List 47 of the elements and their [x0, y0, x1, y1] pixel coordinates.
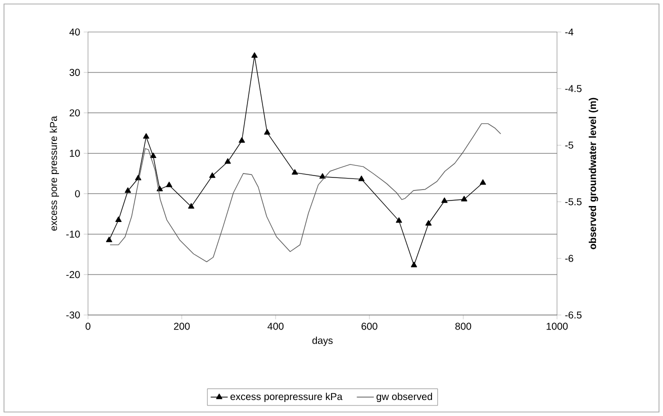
y2-tick-label: -4.5	[565, 85, 582, 92]
point	[480, 179, 486, 185]
point	[441, 197, 448, 203]
point	[461, 196, 468, 202]
point	[124, 187, 131, 193]
point	[166, 182, 172, 188]
point	[209, 172, 216, 178]
point	[150, 152, 156, 158]
y-tick-label: -30	[66, 311, 80, 319]
y2-tick-label: -6	[565, 254, 574, 262]
point	[396, 217, 402, 223]
line-series	[110, 123, 502, 262]
x-tick-label: 200	[174, 322, 190, 330]
y-tick-label: 10	[70, 150, 80, 157]
x-tick-label: 0	[86, 322, 90, 330]
point	[238, 137, 245, 143]
point	[319, 173, 326, 179]
point	[224, 158, 231, 164]
y2-tick-label: -5.5	[565, 198, 582, 206]
y2-tick-label: -6.5	[565, 311, 582, 319]
point	[106, 236, 112, 242]
legend-label: gw observed	[376, 392, 432, 402]
x-tick-label: 1000	[546, 322, 568, 330]
point	[115, 216, 122, 222]
y-tick-label: -10	[66, 230, 80, 238]
y-tick-label: -20	[66, 271, 80, 278]
y2-tick-label: -4	[565, 28, 574, 36]
point	[251, 52, 258, 58]
point	[358, 176, 365, 182]
point	[425, 220, 432, 226]
y-tick-label: 20	[70, 109, 80, 116]
legend-label: excess porepressure kPa	[230, 392, 342, 402]
y-tick-label: 40	[69, 28, 80, 36]
x-tick-label: 400	[268, 322, 284, 330]
y2-axis-title: observed groundwater level (m)	[588, 98, 598, 250]
y-tick-label: 0	[75, 190, 80, 198]
y-tick-label: 30	[70, 68, 80, 76]
y-axis-title: excess pore pressure kPa	[50, 116, 59, 231]
point	[143, 133, 150, 139]
x-axis-title: days	[312, 336, 333, 346]
point	[292, 169, 298, 175]
y2-tick-label: -5	[565, 142, 574, 149]
point	[410, 262, 418, 268]
point	[264, 129, 270, 135]
x-tick-label: 800	[455, 322, 472, 330]
x-tick-label: 600	[362, 322, 378, 330]
point	[188, 203, 194, 209]
